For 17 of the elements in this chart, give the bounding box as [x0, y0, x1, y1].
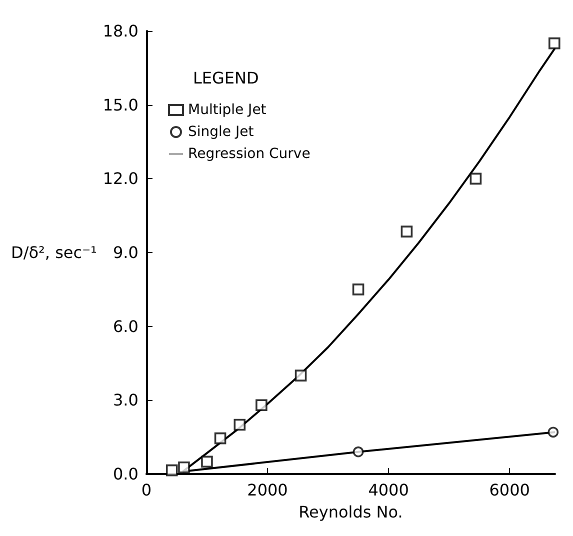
y-tick-label: 12.0 — [102, 169, 138, 188]
legend-title: LEGEND — [193, 68, 259, 88]
y-tick-label: 0.0 — [112, 464, 138, 484]
x-tick-label: 6000 — [489, 480, 530, 500]
x-axis-title: Reynolds No. — [298, 502, 403, 522]
y-axis-title: D/δ², sec⁻¹ — [11, 243, 97, 262]
y-tick-label: 6.0 — [112, 316, 138, 336]
legend-label: Multiple Jet — [188, 102, 267, 118]
legend-label: Single Jet — [188, 124, 254, 140]
x-tick-label: 2000 — [247, 480, 288, 500]
y-tick-label: 18.0 — [102, 22, 138, 40]
y-tick-label: 9.0 — [112, 243, 138, 262]
x-tick-label: 4000 — [368, 480, 409, 500]
y-tick-label: 15.0 — [102, 95, 138, 114]
y-tick-label: 3.0 — [112, 390, 138, 410]
x-tick-label: 0 — [141, 480, 152, 500]
legend-label: Regression Curve — [188, 146, 310, 162]
